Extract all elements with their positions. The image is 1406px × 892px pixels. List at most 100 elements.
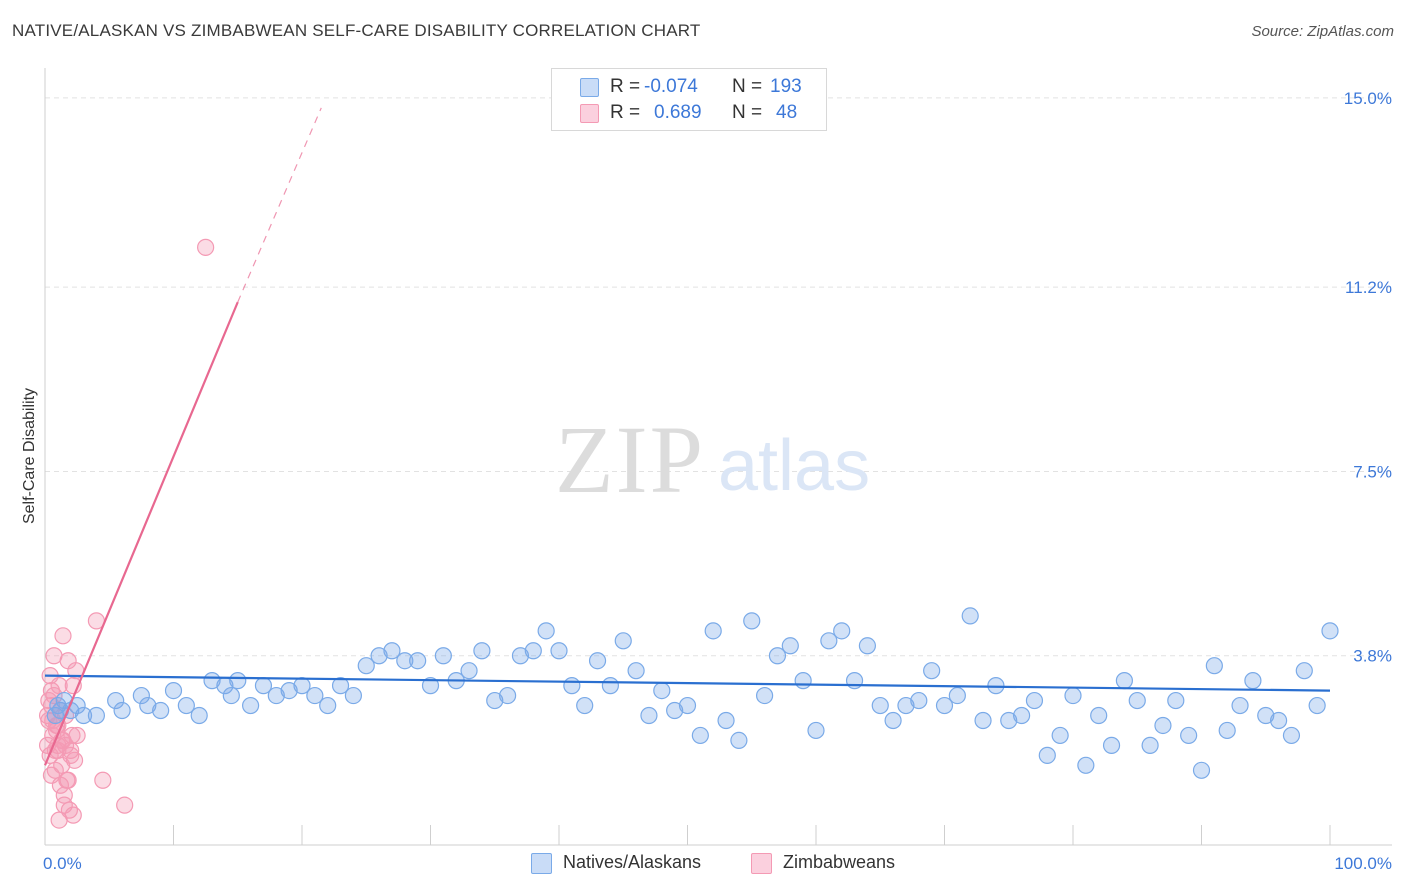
natives-point — [691, 726, 709, 745]
natives-point — [961, 607, 979, 625]
zimbabweans-point — [50, 811, 68, 829]
natives-point — [755, 686, 774, 705]
natives-point — [74, 706, 93, 725]
natives-point — [132, 686, 150, 705]
natives-point — [190, 706, 208, 725]
natives-point — [473, 642, 491, 660]
natives-point — [306, 686, 324, 705]
natives-point — [1231, 696, 1249, 715]
natives-point — [499, 686, 517, 705]
natives-point — [1038, 746, 1056, 764]
natives-point — [222, 686, 240, 705]
natives-point — [974, 711, 992, 730]
natives-point — [1000, 711, 1018, 730]
legend-n-value-natives: 193 — [770, 76, 802, 97]
natives-point — [229, 672, 247, 690]
natives-point — [107, 691, 125, 710]
legend-n-label: N = — [732, 102, 763, 123]
natives-point — [781, 637, 799, 655]
zimbabweans-point — [58, 771, 76, 789]
natives-point — [396, 652, 414, 670]
natives-point — [434, 647, 452, 665]
natives-point — [409, 652, 427, 670]
source-credit: Source: ZipAtlas.com — [1251, 23, 1394, 40]
natives-point — [1218, 721, 1236, 740]
natives-point — [794, 672, 812, 690]
zimbabweans-point — [62, 746, 80, 764]
natives-point — [1012, 706, 1031, 725]
natives-point — [524, 642, 542, 660]
bottom-legend-swatch-natives — [531, 853, 552, 874]
zimbabweans-point — [42, 682, 61, 700]
natives-point — [871, 696, 889, 715]
natives-point — [820, 632, 838, 650]
natives-point — [833, 622, 851, 640]
bottom-legend-label-zimbabweans: Zimbabweans — [783, 852, 896, 872]
natives-point — [884, 711, 902, 730]
axes — [44, 68, 1392, 846]
natives-point — [511, 647, 530, 665]
natives-point — [730, 731, 748, 750]
natives-point — [576, 696, 594, 715]
stats-legend: R = -0.074 N = 193 R = 0.689 N = 48 — [551, 68, 827, 131]
natives-point — [1025, 691, 1044, 710]
natives-point — [1102, 736, 1121, 754]
natives-point — [164, 682, 183, 700]
natives-point — [666, 701, 684, 720]
legend-r-label: R = — [610, 102, 641, 123]
natives-point — [807, 721, 825, 740]
natives-point — [177, 696, 195, 715]
natives-point — [1115, 672, 1134, 690]
zimbabweans-points — [38, 238, 215, 829]
natives-point — [1205, 657, 1223, 675]
y-tick-label: 7.5% — [1353, 462, 1392, 481]
natives-point — [1090, 706, 1108, 725]
legend-swatch-zimbabweans — [580, 104, 599, 123]
natives-point — [704, 622, 722, 640]
natives-point — [563, 677, 581, 695]
legend-swatch-natives — [580, 78, 599, 97]
y-tick-label: 11.2% — [1345, 278, 1392, 297]
zimbabweans-point — [197, 238, 215, 256]
bottom-legend-swatch-zimbabweans — [751, 853, 772, 874]
zimbabweans-point — [55, 786, 73, 804]
watermark: ZIP atlas — [555, 406, 870, 513]
natives-point — [1154, 716, 1172, 735]
natives-point — [1141, 736, 1159, 754]
bottom-legend-label-natives: Natives/Alaskans — [563, 852, 702, 872]
legend-r-value-zimbabweans: 0.689 — [654, 102, 702, 123]
legend-r-label: R = — [610, 76, 641, 97]
natives-point — [537, 622, 555, 640]
zimbabweans-trend-extension — [237, 107, 322, 303]
natives-point — [743, 612, 761, 630]
natives-point — [383, 642, 401, 660]
natives-point — [421, 677, 440, 695]
natives-point — [1269, 711, 1288, 730]
zimbabweans-point — [116, 796, 134, 814]
natives-point — [370, 647, 388, 665]
x-tick-label-min: 0.0% — [43, 854, 82, 873]
natives-point — [1064, 686, 1082, 705]
legend-n-label: N = — [732, 76, 763, 97]
natives-point — [139, 696, 157, 715]
natives-point — [1192, 761, 1211, 779]
legend-r-value-natives: -0.074 — [644, 76, 698, 97]
x-tick-label-max: 100.0% — [1334, 854, 1392, 873]
natives-point — [935, 696, 954, 715]
natives-point — [113, 701, 131, 720]
zimbabweans-point — [60, 801, 79, 819]
natives-point — [640, 706, 658, 725]
natives-point — [344, 686, 362, 705]
natives-point — [1257, 706, 1275, 725]
trend-lines — [43, 107, 1331, 766]
natives-point — [910, 691, 928, 710]
natives-point — [460, 662, 478, 680]
watermark-atlas: atlas — [718, 426, 870, 506]
zimbabweans-point — [56, 736, 75, 754]
natives-point — [768, 647, 787, 665]
natives-point — [614, 632, 632, 650]
natives-point — [1180, 726, 1198, 745]
zimbabweans-point — [94, 771, 112, 789]
gridlines — [45, 97, 1392, 657]
